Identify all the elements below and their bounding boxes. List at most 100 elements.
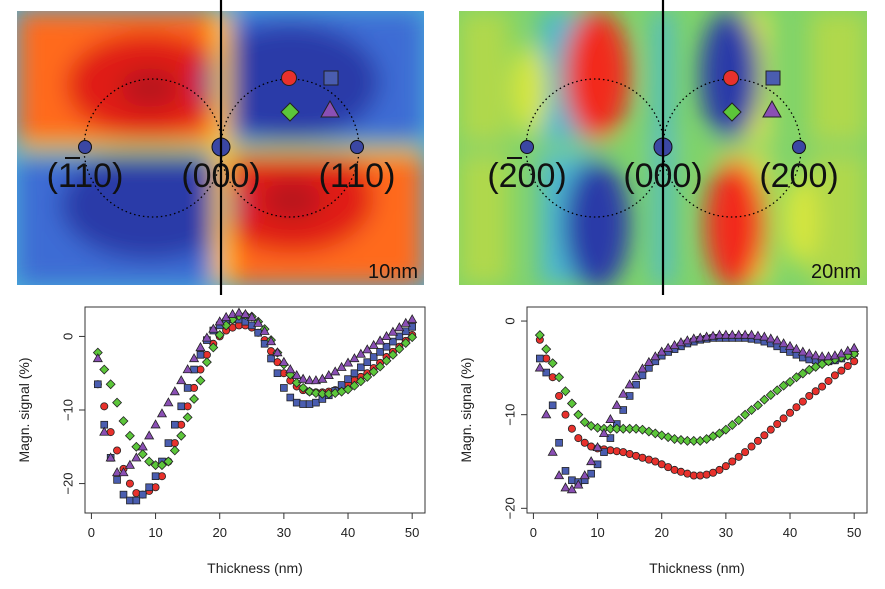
point-triangle (381, 331, 392, 341)
point-circle (792, 403, 801, 412)
point-triangle (817, 351, 828, 361)
point-square (113, 476, 121, 484)
point-triangle (650, 351, 661, 361)
point-square (151, 472, 160, 481)
point-square (548, 401, 557, 410)
y-tick-label: 0 (60, 333, 75, 340)
circle-marker-icon (281, 70, 297, 86)
point-square (568, 476, 576, 485)
point-square (305, 400, 314, 408)
point-diamond (298, 382, 309, 393)
point-triangle (784, 340, 796, 350)
point-square (286, 393, 295, 402)
point-diamond (169, 445, 180, 456)
point-square (561, 467, 570, 475)
point-diamond (195, 375, 206, 386)
miller-label: (110) (47, 157, 124, 195)
point-square (606, 434, 615, 442)
point-diamond (400, 338, 411, 349)
point-diamond (547, 358, 558, 369)
diamond-marker-icon (722, 102, 742, 122)
x-tick-label: 20 (212, 525, 226, 540)
point-square (254, 328, 263, 337)
point-circle (606, 446, 615, 455)
point-triangle (298, 373, 309, 383)
point-diamond (208, 342, 219, 353)
point-triangle (534, 362, 545, 372)
point-square (350, 369, 359, 378)
x-tick-label: 10 (590, 525, 604, 540)
y-tick-label: −20 (60, 473, 75, 495)
miller-label: (200) (487, 157, 566, 195)
point-circle (753, 436, 762, 445)
point-triangle (637, 363, 648, 373)
point-circle (805, 391, 814, 400)
point-triangle (791, 343, 802, 353)
point-triangle (643, 356, 654, 366)
spot-left (78, 140, 92, 154)
point-triangle (349, 353, 360, 363)
point-circle (741, 448, 750, 457)
point-circle (125, 479, 134, 488)
point-triangle (630, 370, 642, 380)
point-square (638, 371, 647, 380)
point-square (382, 342, 391, 351)
point-diamond (163, 456, 174, 467)
point-diamond (785, 376, 795, 387)
diamond-marker-icon (280, 102, 300, 122)
point-triangle (176, 375, 187, 385)
point-triangle (810, 350, 821, 360)
point-diamond (310, 388, 321, 399)
point-triangle (201, 332, 212, 342)
point-triangle (195, 342, 206, 352)
point-circle (157, 472, 166, 481)
point-triangle (746, 329, 757, 339)
point-square (536, 354, 544, 363)
point-diamond (631, 423, 642, 434)
point-triangle (598, 427, 610, 438)
x-tick-label: 40 (341, 525, 355, 540)
point-circle (612, 447, 621, 456)
point-diamond (189, 393, 200, 404)
point-triangle (285, 364, 296, 374)
point-diamond (387, 349, 398, 360)
point-square (196, 351, 205, 359)
x-axis-label: Thickness (nm) (207, 560, 303, 576)
point-circle (728, 457, 737, 466)
point-diamond (759, 394, 770, 405)
point-square (132, 496, 141, 505)
point-square (369, 353, 378, 361)
point-triangle (849, 342, 860, 352)
point-triangle (592, 442, 603, 452)
point-square (145, 483, 153, 492)
point-diamond (560, 386, 571, 397)
point-square (401, 327, 410, 336)
point-diamond (381, 355, 392, 366)
point-triangle (156, 408, 168, 418)
plot-frame (84, 306, 426, 514)
point-circle (715, 465, 724, 474)
point-triangle (624, 379, 635, 389)
point-triangle (394, 322, 405, 332)
point-triangle (118, 467, 129, 477)
x-axis-label: Thickness (nm) (649, 560, 745, 576)
point-square (171, 420, 179, 429)
point-square (587, 469, 595, 478)
point-diamond (534, 330, 545, 341)
x-tick-label: 0 (88, 525, 95, 540)
point-triangle (714, 329, 725, 339)
point-diamond (669, 434, 680, 444)
y-axis-label: Magn. signal (%) (16, 357, 32, 462)
point-diamond (137, 449, 148, 460)
plot-20nm: 0 10 20 30 40 50 −20 −10 0 Thickness (nm) Magn. si… (458, 306, 868, 576)
square-marker-icon (765, 70, 781, 86)
x-tick-label: 0 (530, 525, 537, 540)
miller-label: (200) (759, 157, 838, 195)
point-triangle (566, 484, 577, 494)
point-square (126, 496, 134, 505)
point-circle (183, 402, 192, 411)
point-circle (574, 434, 583, 443)
plot-10nm: 0 10 20 30 40 50 −20 −10 0 Thickness (nm) Magn. si… (16, 306, 426, 576)
spot-left (520, 140, 534, 154)
